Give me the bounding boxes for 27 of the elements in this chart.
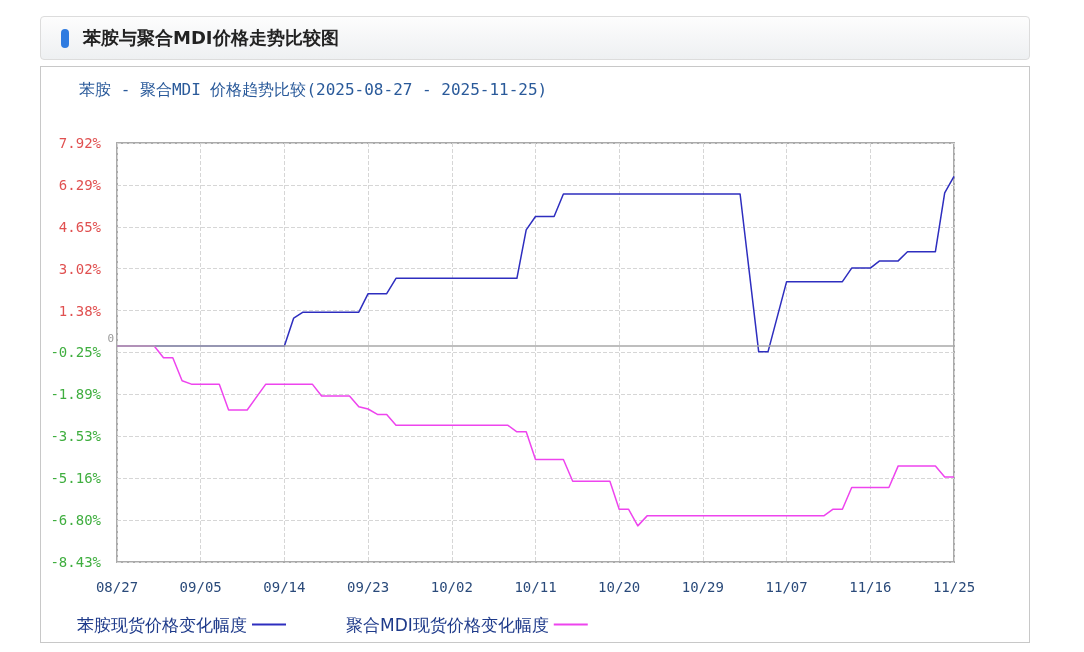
x-tick-label: 09/14 — [263, 579, 306, 595]
x-tick-label: 10/20 — [598, 579, 641, 595]
x-tick-label: 10/11 — [514, 579, 557, 595]
chart-subtitle: 苯胺 - 聚合MDI 价格趋势比较(2025-08-27 - 2025-11-25) — [79, 79, 548, 99]
y-tick-label: 3.02% — [58, 260, 102, 277]
y-tick-label: 4.65% — [58, 218, 102, 235]
chart-title: 苯胺与聚合MDI价格走势比较图 — [83, 26, 339, 50]
x-tick-label: 09/05 — [179, 579, 222, 595]
legend-label: 聚合MDI现货价格变化幅度 — [345, 614, 549, 635]
y-tick-label: -5.16% — [50, 470, 102, 487]
y-tick-label: 1.38% — [58, 302, 102, 319]
x-tick-label: 08/27 — [95, 579, 139, 595]
x-tick-label: 10/02 — [430, 579, 473, 595]
y-tick-label: -1.89% — [50, 386, 102, 403]
y-tick-label: -0.25% — [50, 344, 102, 361]
y-tick-label: 7.92% — [58, 135, 102, 151]
y-tick-label: -3.53% — [50, 428, 102, 445]
x-tick-label: 11/25 — [932, 579, 976, 595]
legend-label: 苯胺现货价格变化幅度 — [77, 614, 247, 635]
x-tick-label: 09/23 — [347, 579, 390, 595]
x-tick-label: 10/29 — [681, 579, 724, 595]
y-tick-label: -6.80% — [50, 512, 102, 529]
y-tick-label: 6.29% — [58, 176, 102, 193]
x-tick-label: 11/16 — [849, 579, 892, 595]
ref-line-label: 0 — [107, 332, 114, 346]
x-tick-label: 11/07 — [765, 579, 808, 595]
y-tick-label: -8.43% — [50, 554, 102, 570]
